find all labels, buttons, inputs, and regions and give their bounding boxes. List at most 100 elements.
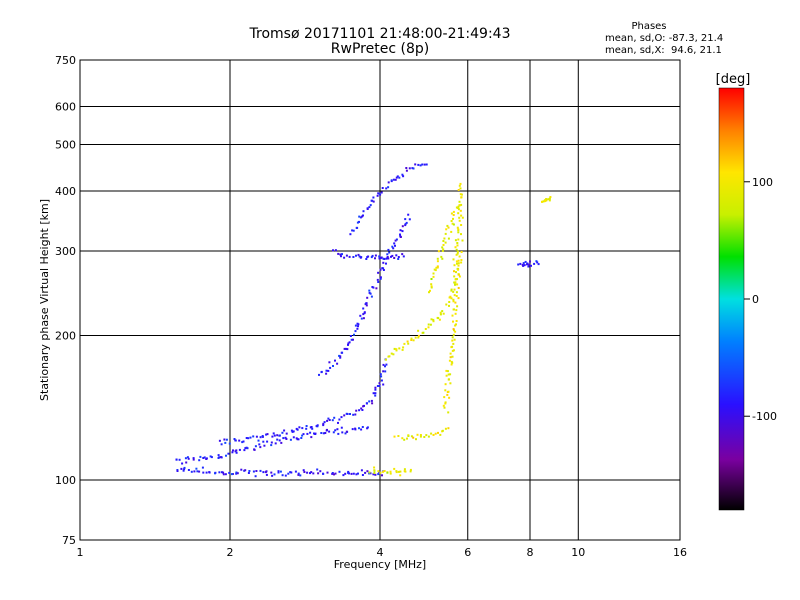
data-point bbox=[417, 336, 420, 339]
data-point bbox=[305, 427, 308, 430]
data-point bbox=[447, 427, 450, 430]
data-point bbox=[244, 447, 247, 450]
data-point bbox=[301, 434, 304, 437]
data-point bbox=[424, 328, 427, 330]
data-point bbox=[341, 431, 344, 434]
data-point bbox=[402, 346, 405, 349]
data-point bbox=[455, 320, 458, 322]
data-point bbox=[399, 233, 401, 236]
data-point bbox=[360, 256, 363, 259]
data-point bbox=[372, 392, 375, 395]
data-point bbox=[306, 471, 309, 474]
data-point bbox=[457, 231, 460, 234]
y-tick-label: 300 bbox=[55, 245, 76, 258]
y-tick-label: 750 bbox=[55, 54, 76, 67]
data-point bbox=[243, 449, 246, 452]
data-point bbox=[362, 405, 365, 408]
data-point bbox=[224, 441, 227, 444]
data-point bbox=[449, 352, 452, 355]
data-point bbox=[455, 248, 458, 251]
data-point bbox=[281, 474, 284, 477]
axis-ticks: 1 2 4 6 8 10 16 75 100 200 300 400 500 600 750 bbox=[55, 54, 687, 559]
data-point bbox=[328, 430, 331, 433]
data-point bbox=[446, 224, 449, 227]
data-point bbox=[361, 426, 364, 428]
data-point bbox=[277, 471, 280, 474]
data-point bbox=[222, 473, 225, 476]
data-point bbox=[444, 383, 447, 386]
data-point bbox=[392, 178, 395, 181]
data-point bbox=[448, 301, 451, 303]
data-point bbox=[370, 295, 373, 298]
data-point bbox=[549, 196, 552, 198]
data-point bbox=[210, 456, 213, 459]
data-point bbox=[366, 208, 369, 210]
data-point bbox=[261, 435, 264, 437]
data-point bbox=[292, 430, 295, 433]
data-point bbox=[407, 434, 410, 437]
data-point bbox=[460, 214, 463, 217]
data-point bbox=[457, 238, 460, 241]
data-point bbox=[271, 435, 274, 438]
data-point bbox=[404, 223, 407, 226]
data-point bbox=[361, 474, 364, 476]
data-point bbox=[380, 191, 383, 194]
data-point bbox=[235, 471, 238, 474]
data-point bbox=[349, 413, 351, 415]
data-point bbox=[394, 244, 396, 247]
data-point bbox=[372, 286, 375, 289]
data-point bbox=[361, 215, 364, 218]
data-point bbox=[328, 361, 331, 364]
data-point bbox=[273, 473, 276, 476]
data-point bbox=[402, 175, 405, 178]
data-point bbox=[445, 303, 448, 306]
data-point bbox=[419, 434, 422, 436]
x-tick-label: 6 bbox=[464, 546, 471, 559]
data-point bbox=[454, 239, 457, 242]
data-point bbox=[254, 475, 257, 478]
data-point bbox=[391, 254, 394, 257]
data-point bbox=[325, 369, 328, 372]
data-point bbox=[382, 383, 385, 386]
data-point bbox=[423, 436, 426, 438]
data-point bbox=[228, 471, 231, 474]
data-point bbox=[444, 232, 447, 235]
data-point bbox=[363, 311, 366, 314]
data-point bbox=[387, 181, 390, 184]
data-point bbox=[427, 326, 430, 329]
data-point bbox=[449, 295, 452, 298]
data-point bbox=[436, 266, 439, 269]
data-point bbox=[374, 392, 377, 395]
data-point bbox=[270, 441, 273, 444]
data-point bbox=[415, 438, 417, 441]
data-point bbox=[175, 458, 178, 461]
data-point bbox=[459, 187, 462, 190]
data-point bbox=[354, 330, 357, 333]
data-point bbox=[320, 432, 323, 434]
data-point bbox=[452, 320, 454, 323]
data-point bbox=[203, 456, 206, 459]
data-point bbox=[201, 466, 204, 469]
data-point bbox=[441, 249, 444, 252]
data-point bbox=[460, 251, 463, 253]
data-point bbox=[358, 409, 361, 412]
data-point bbox=[319, 470, 322, 473]
data-point bbox=[390, 179, 393, 182]
data-point bbox=[457, 273, 460, 276]
data-point bbox=[186, 456, 189, 459]
data-point bbox=[340, 426, 343, 429]
data-point bbox=[372, 196, 375, 199]
data-point bbox=[419, 435, 422, 438]
data-point bbox=[328, 419, 331, 421]
data-points bbox=[175, 163, 552, 478]
data-point bbox=[355, 254, 357, 257]
data-point bbox=[436, 265, 439, 268]
data-point bbox=[519, 262, 522, 265]
data-point bbox=[384, 365, 386, 368]
data-point bbox=[437, 317, 440, 320]
data-point bbox=[192, 457, 195, 460]
data-point bbox=[245, 437, 248, 439]
data-point bbox=[453, 288, 456, 291]
data-point bbox=[448, 359, 451, 362]
data-point bbox=[432, 434, 435, 436]
